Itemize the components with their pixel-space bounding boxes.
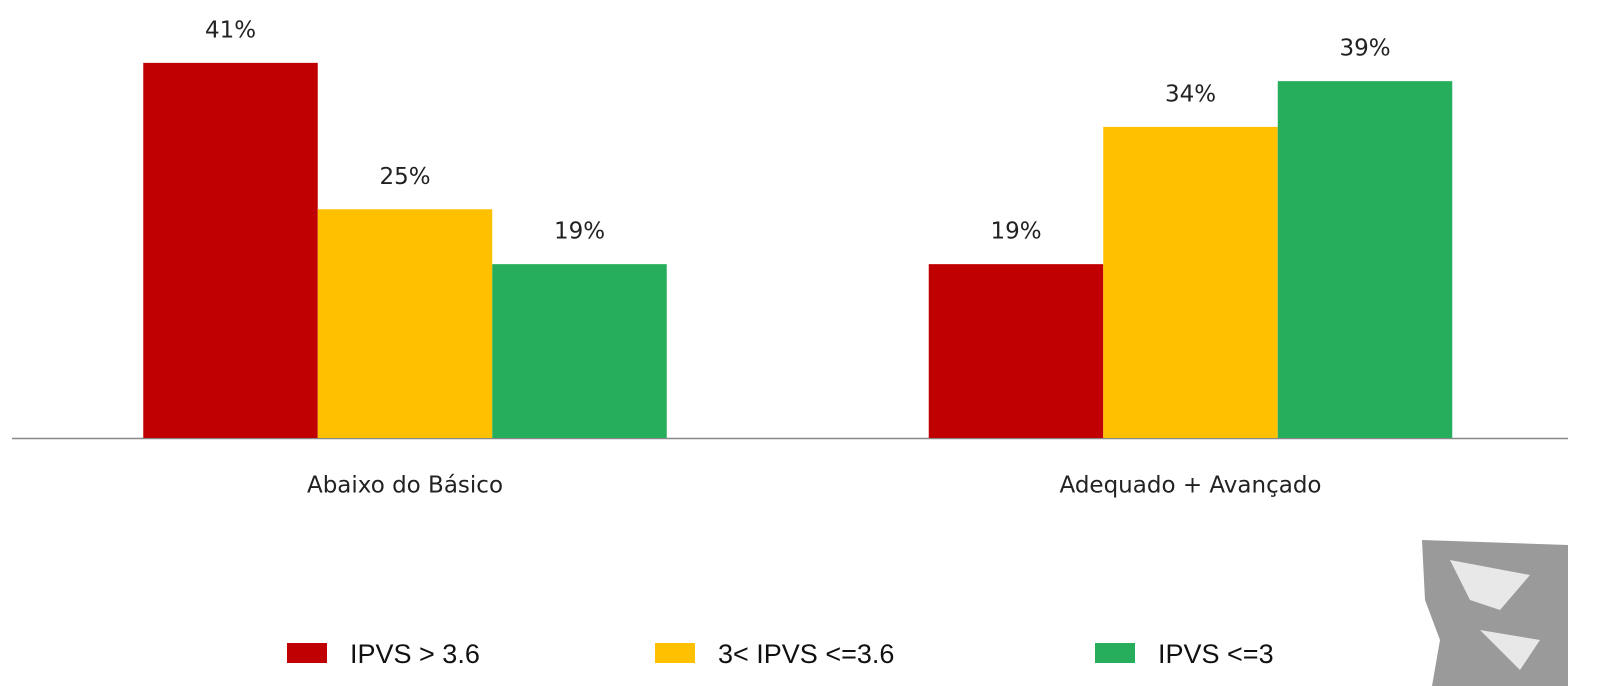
bar [492, 264, 667, 438]
bar [143, 62, 318, 438]
x-tick-label: Adequado + Avançado [1060, 473, 1322, 499]
data-label: 41% [205, 17, 256, 43]
x-tick-label: Abaixo do Básico [307, 473, 503, 499]
legend-swatch [655, 643, 695, 663]
bar [928, 264, 1104, 438]
bar [317, 209, 493, 438]
legend-label: IPVS > 3.6 [350, 639, 480, 669]
legend-swatch [287, 643, 327, 663]
data-label: 19% [990, 219, 1041, 245]
legend-label: IPVS <=3 [1158, 639, 1274, 669]
data-label: 25% [379, 164, 430, 190]
bar [1277, 81, 1453, 439]
logo [1422, 540, 1568, 686]
legend-swatch [1095, 643, 1135, 663]
data-label: 19% [554, 219, 605, 245]
data-label: 39% [1339, 36, 1390, 62]
data-label: 34% [1165, 81, 1216, 107]
bar [1103, 126, 1278, 439]
legend-label: 3< IPVS <=3.6 [718, 639, 894, 669]
